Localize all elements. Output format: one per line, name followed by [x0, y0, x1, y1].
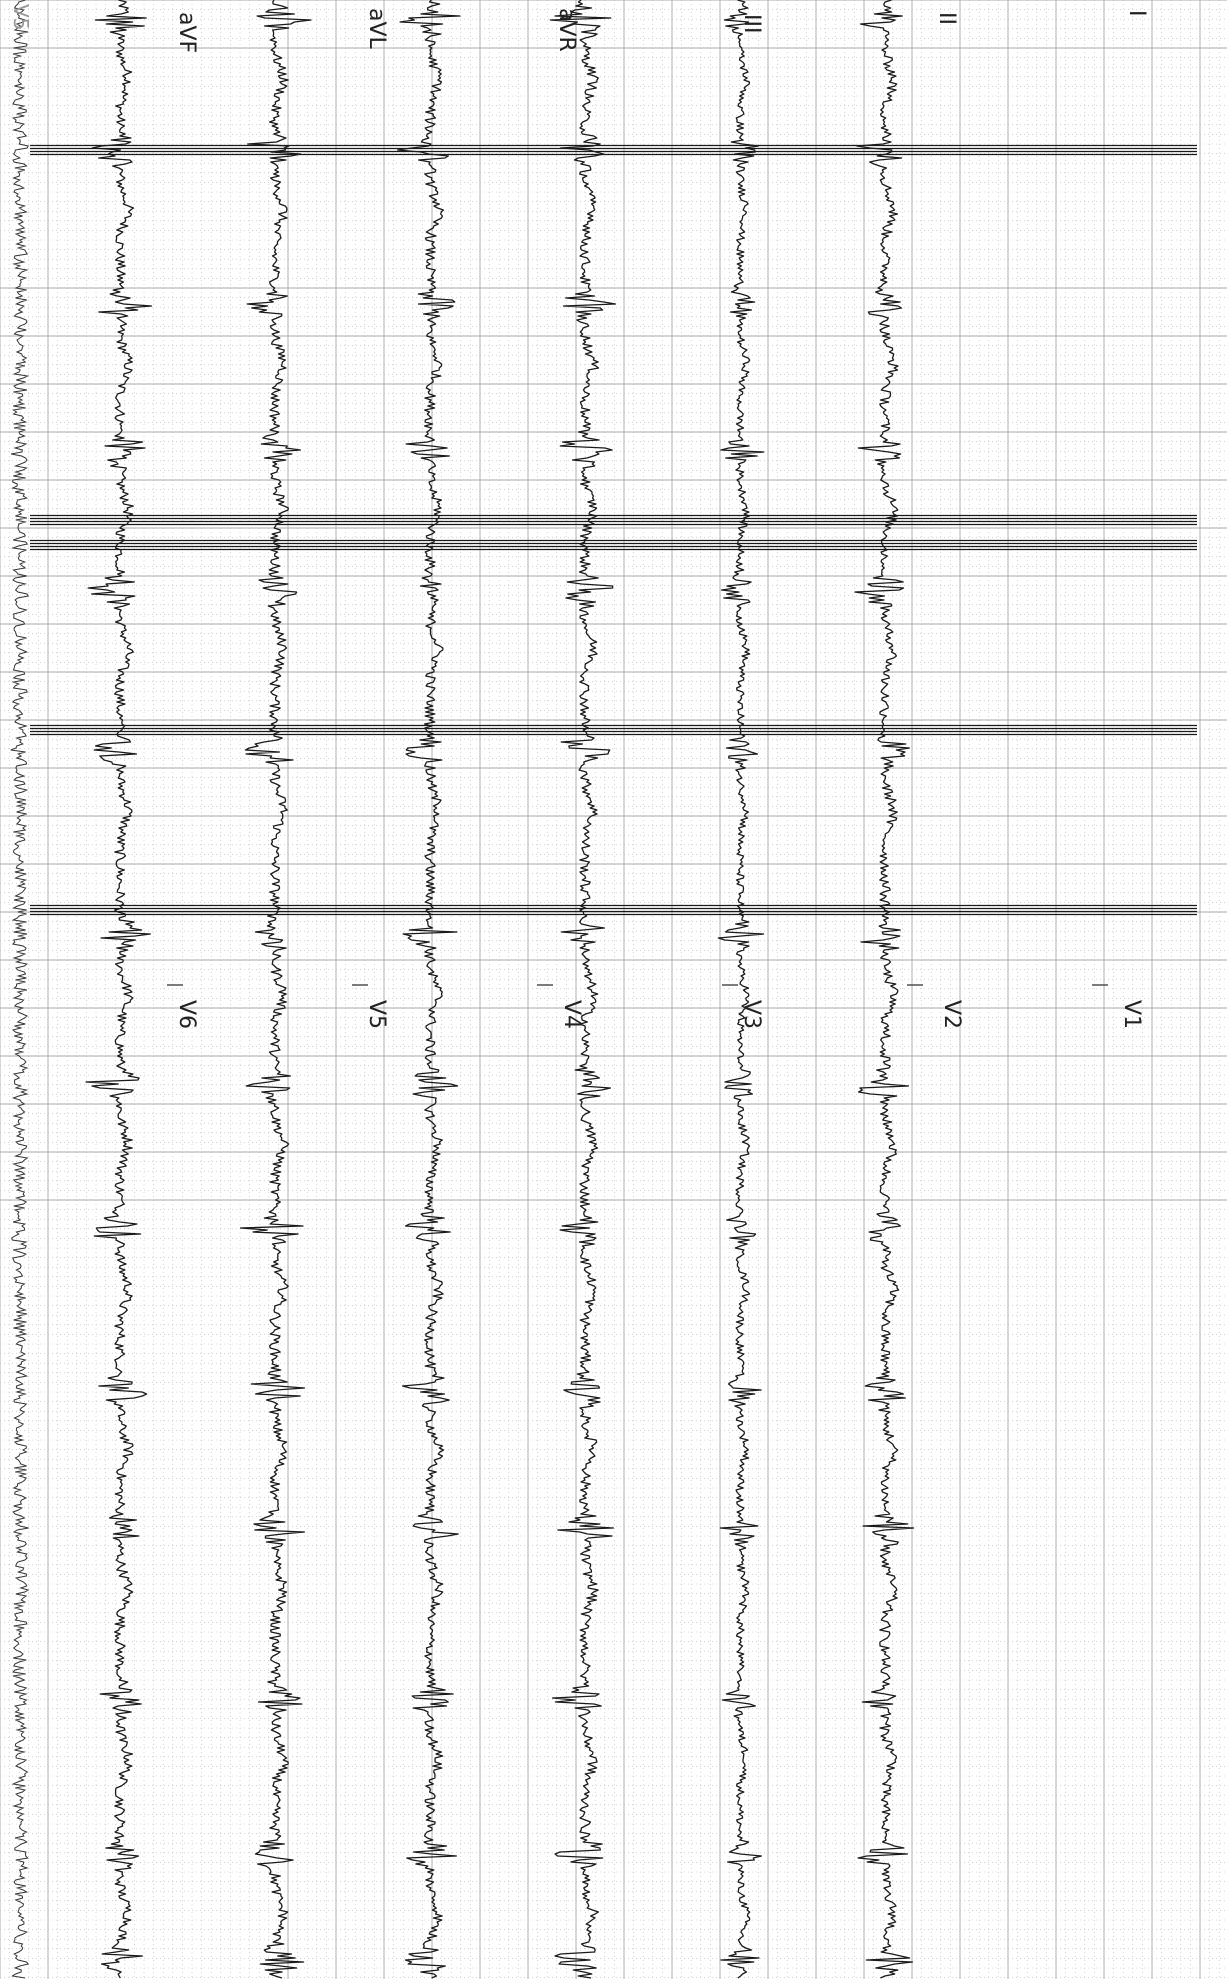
lead-label-i: I	[1124, 10, 1149, 17]
rhythm-strip-trace	[10, 0, 30, 1979]
ecg-lead-trace	[397, 0, 461, 1979]
lead-label-v2: V2	[939, 1000, 964, 1029]
lead-label-v3: V3	[739, 1000, 764, 1029]
ecg-traces	[10, 0, 1197, 1979]
lead-label-avr: aVR	[554, 8, 579, 52]
lead-label-avl: aVL	[364, 8, 389, 50]
ecg-lead-labels: aVF aVL aVR III II I V6 V5 V4 V3 V2 V1 V…	[9, 4, 1149, 1029]
lead-label-v4: V4	[559, 1000, 584, 1029]
lead-label-iii: III	[739, 14, 764, 33]
ecg-lead-trace	[549, 0, 617, 1979]
ecg-lead-trace	[854, 0, 915, 1979]
lead-label-v1: V1	[1119, 1000, 1144, 1029]
lead-label-v6: V6	[174, 1000, 199, 1029]
ecg-lead-trace	[717, 0, 765, 1979]
rhythm-strip-label: V5	[9, 4, 33, 30]
ecg-lead-trace	[85, 0, 153, 1979]
ecg-lead-trace	[239, 0, 312, 1979]
lead-label-ii: II	[934, 12, 959, 25]
lead-label-avf: aVF	[174, 12, 199, 53]
lead-label-v5: V5	[364, 1000, 389, 1029]
